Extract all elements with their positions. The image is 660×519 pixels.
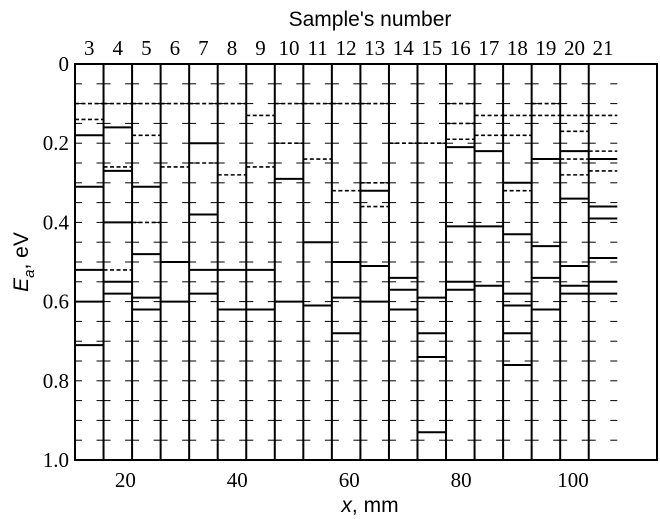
x-tick-label: 40	[227, 468, 248, 492]
sample-number-label: 12	[336, 36, 357, 60]
x-axis-title: x, mm	[340, 494, 398, 517]
sample-number-label: 15	[421, 36, 442, 60]
y-tick-labels: 0 0.2 0.4 0.6 0.8 1.0	[43, 52, 70, 472]
x-tick-label: 60	[339, 468, 360, 492]
sample-number-label: 14	[393, 36, 415, 60]
sample-column-4	[102, 63, 133, 461]
sample-column-15	[416, 63, 447, 461]
sample-column-6	[159, 63, 190, 461]
sample-number-label: 5	[141, 36, 152, 60]
y-axis-title-rest: , eV	[10, 232, 33, 269]
sample-number-label: 7	[198, 36, 209, 60]
sample-column-19	[530, 63, 561, 461]
top-axis-title: Sample's number	[289, 8, 452, 31]
sample-number-labels: 3 4 5 6 7 8 9 10 11 12 13 14 15 16 17 18 19 20 21	[84, 36, 613, 60]
sample-column-14	[387, 63, 418, 461]
y-tick-label: 0.8	[43, 369, 69, 393]
sample-number-label: 13	[364, 36, 385, 60]
y-axis-title: Ea, eV	[10, 232, 38, 292]
y-axis-title-sub: a	[21, 270, 38, 278]
sample-column-10	[273, 63, 304, 461]
sample-number-label: 10	[279, 36, 300, 60]
sample-column-21	[587, 63, 618, 461]
x-tick-labels: 20 40 60 80 100	[115, 468, 589, 492]
sample-number-label: 17	[478, 36, 499, 60]
x-axis-title-rest: , mm	[352, 494, 399, 517]
sample-number-label: 6	[170, 36, 181, 60]
y-tick-label: 0.6	[43, 290, 69, 314]
sample-number-label: 18	[507, 36, 528, 60]
x-axis-title-main: x	[340, 494, 353, 517]
x-tick-label: 100	[557, 468, 589, 492]
sample-number-label: 16	[450, 36, 471, 60]
sample-column-11	[302, 63, 332, 461]
y-tick-label: 0.2	[43, 131, 69, 155]
sample-column-9	[245, 63, 275, 461]
plot-area	[74, 63, 658, 461]
x-tick-label: 20	[115, 468, 136, 492]
y-axis-title-main: E	[10, 277, 33, 292]
x-tick-label: 80	[451, 468, 472, 492]
sample-column-16	[445, 63, 475, 461]
sample-column-12	[330, 63, 361, 461]
y-tick-label: 1.0	[43, 448, 69, 472]
y-tick-label: 0	[59, 52, 70, 76]
sample-number-label: 21	[592, 36, 613, 60]
sample-number-label: 3	[84, 36, 95, 60]
sample-column-13	[359, 63, 389, 461]
sample-number-label: 8	[227, 36, 238, 60]
sample-column-7	[188, 63, 218, 461]
sample-column-8	[216, 63, 247, 461]
sample-number-label: 20	[564, 36, 585, 60]
sample-column-17	[473, 63, 504, 461]
sample-number-label: 4	[113, 36, 124, 60]
sample-number-label: 9	[255, 36, 266, 60]
sample-number-label: 11	[307, 36, 327, 60]
y-tick-label: 0.4	[43, 210, 70, 234]
sample-column-3	[75, 63, 104, 461]
sample-column-18	[502, 63, 532, 461]
sample-column-20	[559, 63, 589, 461]
sample-number-label: 19	[535, 36, 556, 60]
sample-column-5	[131, 63, 161, 461]
